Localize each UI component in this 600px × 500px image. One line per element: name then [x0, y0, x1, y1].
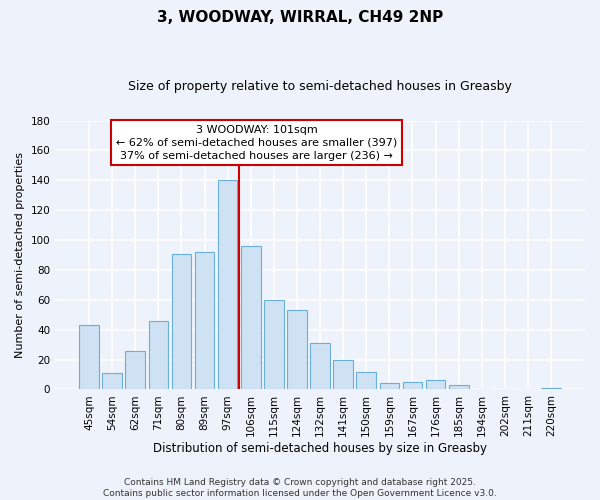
Bar — [403, 382, 422, 390]
Title: Size of property relative to semi-detached houses in Greasby: Size of property relative to semi-detach… — [128, 80, 512, 93]
Bar — [149, 320, 168, 390]
Bar — [426, 380, 445, 390]
Bar — [356, 372, 376, 390]
Bar — [541, 388, 561, 390]
Bar — [195, 252, 214, 390]
Bar — [310, 343, 330, 390]
Bar — [449, 385, 469, 390]
Bar — [218, 180, 238, 390]
X-axis label: Distribution of semi-detached houses by size in Greasby: Distribution of semi-detached houses by … — [153, 442, 487, 455]
Bar — [241, 246, 260, 390]
Text: Contains HM Land Registry data © Crown copyright and database right 2025.
Contai: Contains HM Land Registry data © Crown c… — [103, 478, 497, 498]
Y-axis label: Number of semi-detached properties: Number of semi-detached properties — [15, 152, 25, 358]
Bar — [264, 300, 284, 390]
Bar — [103, 373, 122, 390]
Bar — [172, 254, 191, 390]
Bar — [125, 350, 145, 390]
Bar — [334, 360, 353, 390]
Bar — [380, 384, 399, 390]
Bar — [79, 325, 99, 390]
Text: 3 WOODWAY: 101sqm
← 62% of semi-detached houses are smaller (397)
37% of semi-de: 3 WOODWAY: 101sqm ← 62% of semi-detached… — [116, 124, 397, 161]
Bar — [287, 310, 307, 390]
Text: 3, WOODWAY, WIRRAL, CH49 2NP: 3, WOODWAY, WIRRAL, CH49 2NP — [157, 10, 443, 25]
